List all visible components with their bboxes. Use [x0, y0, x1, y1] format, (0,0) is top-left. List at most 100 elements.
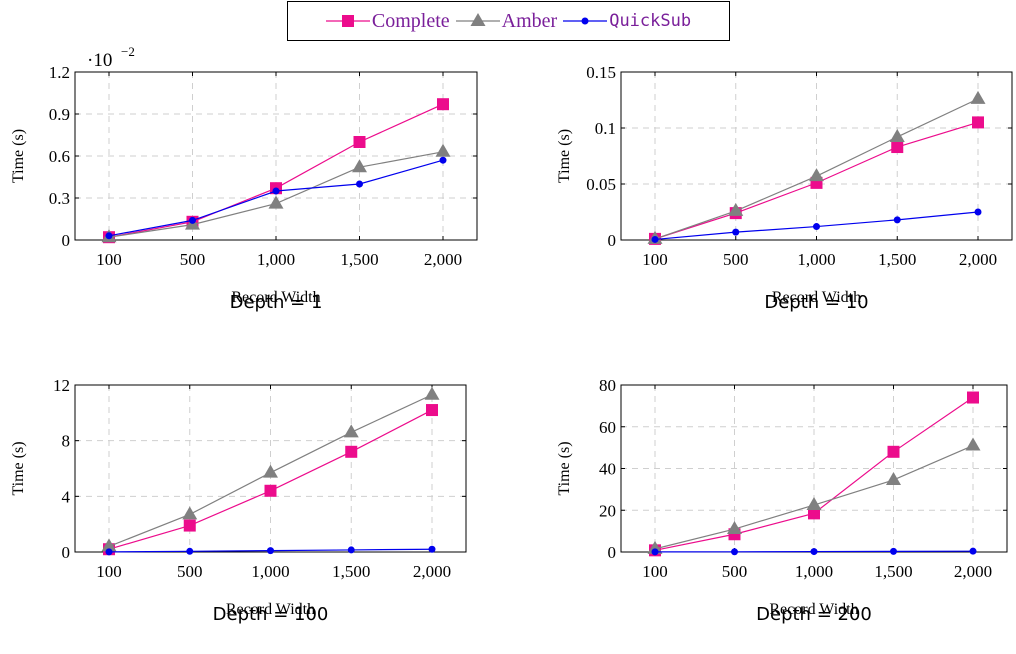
- y-tick-label: 0: [62, 543, 71, 562]
- plot-frame: [620, 71, 1013, 241]
- data-point-amber: [727, 521, 742, 535]
- data-point-quicksub: [651, 548, 659, 556]
- legend-label-quicksub: QuickSub: [609, 11, 692, 31]
- data-point-quicksub: [105, 548, 113, 556]
- x-tick-label: 500: [180, 250, 206, 269]
- x-tick-label: 1,500: [332, 562, 370, 581]
- plot-frame: [74, 384, 467, 553]
- data-point-complete: [729, 207, 742, 220]
- chart-caption: Depth = 100: [212, 604, 329, 625]
- x-tick-label: 1,000: [251, 562, 289, 581]
- y-axis-label: Time (s): [10, 441, 27, 495]
- data-point-complete: [808, 507, 820, 520]
- x-tick-label: 100: [642, 250, 668, 269]
- series-line-complete: [108, 409, 433, 550]
- y-tick-label: 60: [599, 418, 616, 437]
- chart-caption: Depth = 1: [229, 292, 323, 313]
- y-scale-exponent: −2: [121, 44, 135, 59]
- series-line-amber: [108, 151, 444, 238]
- x-tick-label: 1,000: [257, 250, 295, 269]
- legend-label-complete: Complete: [371, 9, 450, 32]
- y-tick-label: 4: [62, 487, 71, 506]
- series-line-quicksub: [654, 550, 974, 553]
- data-point-complete: [186, 215, 199, 228]
- data-point-amber: [806, 497, 822, 511]
- y-tick-label: 0.05: [586, 175, 616, 194]
- data-point-amber: [352, 159, 367, 173]
- data-point-quicksub: [347, 546, 355, 554]
- series-line-complete: [108, 103, 444, 238]
- data-point-quicksub: [356, 180, 363, 188]
- data-point-quicksub: [969, 547, 977, 555]
- series-line-complete: [654, 121, 979, 240]
- x-tick-label: 2,000: [959, 250, 997, 269]
- data-point-quicksub: [810, 548, 818, 556]
- data-point-complete: [810, 176, 823, 189]
- data-point-complete: [437, 98, 449, 111]
- legend-marker-square-icon: [325, 15, 370, 27]
- legend-item-amber: Amber: [455, 10, 557, 33]
- data-point-complete: [345, 445, 358, 458]
- data-point-amber: [101, 538, 117, 552]
- data-point-complete: [649, 232, 661, 245]
- data-point-quicksub: [105, 232, 113, 240]
- data-point-complete: [183, 519, 196, 532]
- data-point-amber: [182, 506, 198, 520]
- data-point-amber: [435, 143, 451, 157]
- data-point-amber: [728, 202, 744, 216]
- data-point-complete: [887, 445, 900, 458]
- data-point-quicksub: [893, 216, 901, 224]
- y-axis-label: Time (s): [10, 129, 27, 183]
- data-point-quicksub: [732, 228, 740, 236]
- data-point-amber: [889, 128, 905, 142]
- x-tick-label: 1,500: [340, 250, 378, 269]
- y-tick-label: 80: [599, 376, 616, 395]
- x-tick-label: 1,000: [795, 562, 833, 581]
- y-tick-label: 0: [608, 543, 617, 562]
- data-point-amber: [424, 386, 440, 400]
- series-line-quicksub: [108, 548, 433, 553]
- data-point-quicksub: [272, 187, 280, 195]
- y-tick-label: 0.1: [595, 119, 616, 138]
- data-point-quicksub: [813, 223, 820, 231]
- legend-item-complete: Complete: [325, 9, 450, 33]
- data-point-amber: [185, 216, 200, 230]
- x-tick-label: 500: [177, 562, 203, 581]
- y-tick-label: 20: [599, 501, 616, 520]
- data-point-quicksub: [974, 208, 982, 216]
- data-point-complete: [967, 391, 979, 404]
- y-tick-label: 0.15: [586, 63, 616, 82]
- x-tick-label: 100: [96, 562, 122, 581]
- data-point-complete: [264, 484, 277, 497]
- data-point-complete: [972, 116, 984, 129]
- x-tick-label: 2,000: [424, 250, 462, 269]
- x-tick-label: 2,000: [954, 562, 992, 581]
- y-tick-label: 1.2: [49, 63, 70, 82]
- y-tick-label: 0.3: [49, 189, 70, 208]
- data-point-amber: [886, 471, 901, 485]
- x-tick-label: 100: [642, 562, 668, 581]
- data-point-quicksub: [428, 545, 436, 553]
- y-tick-label: 0: [608, 231, 617, 250]
- data-point-complete: [270, 182, 282, 195]
- data-point-quicksub: [189, 216, 196, 224]
- y-scale-note: ·10: [87, 50, 112, 71]
- data-point-amber: [809, 168, 824, 182]
- series-line-amber: [108, 394, 433, 547]
- data-point-complete: [649, 544, 661, 557]
- legend-marker-triangle-icon: [455, 13, 500, 26]
- chart-panel-1: 100 500 1,000 1,500 2,00000.30.60.91.2Record…: [10, 44, 478, 306]
- data-point-amber: [647, 540, 663, 554]
- y-tick-label: 12: [53, 376, 70, 395]
- data-point-amber: [263, 464, 278, 478]
- data-point-amber: [343, 424, 359, 438]
- plot-frame: [74, 71, 478, 241]
- data-point-complete: [103, 231, 115, 244]
- data-point-amber: [647, 230, 663, 244]
- legend-marker-circle-icon: [563, 17, 608, 25]
- data-point-complete: [426, 404, 438, 417]
- data-point-complete: [103, 543, 115, 556]
- x-tick-label: 500: [723, 250, 749, 269]
- series-line-amber: [654, 444, 974, 550]
